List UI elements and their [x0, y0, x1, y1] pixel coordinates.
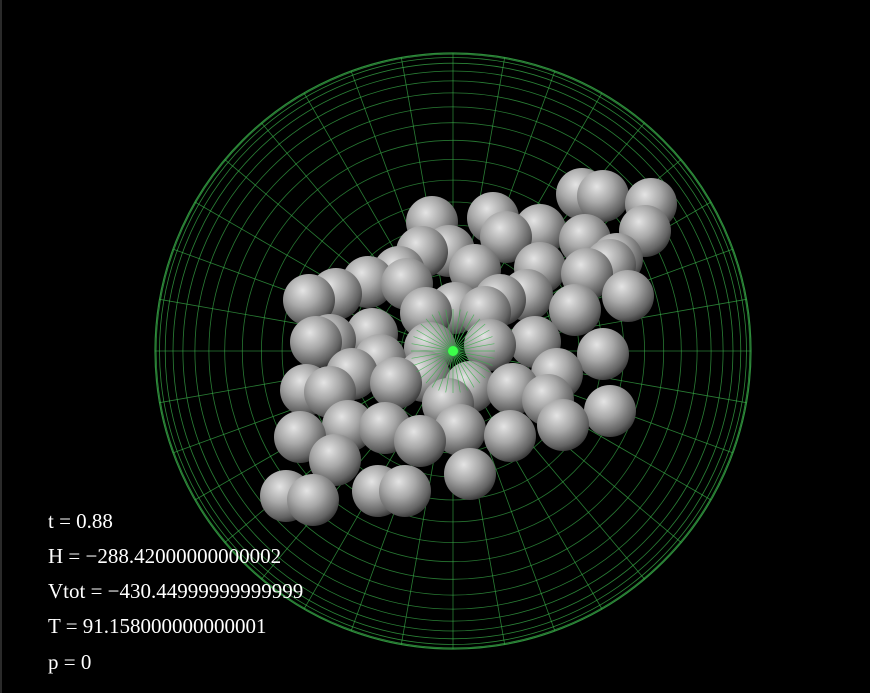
particle: [549, 284, 601, 336]
particle: [283, 274, 335, 326]
pole-line: [438, 311, 454, 352]
pole-line: [438, 350, 454, 391]
pole-line: [452, 323, 486, 352]
pole-line: [452, 350, 475, 388]
particle: [444, 448, 496, 500]
time-readout: t = 0.88: [48, 509, 113, 533]
pole-line: [452, 350, 481, 384]
pole-line: [425, 318, 454, 352]
potential-energy-readout: Vtot = −430.44999999999999: [48, 579, 304, 603]
pole-line: [425, 350, 454, 384]
particle: [584, 385, 636, 437]
particle-cluster: [260, 168, 677, 526]
pole-line: [411, 350, 454, 359]
particle: [480, 211, 532, 263]
pole-line: [445, 309, 454, 352]
particle: [434, 404, 486, 456]
center-marker: [448, 346, 458, 356]
pole-line: [452, 350, 493, 366]
pressure-readout: p = 0: [48, 650, 92, 674]
particle: [287, 474, 339, 526]
pole-line: [452, 343, 495, 352]
particle: [602, 270, 654, 322]
hamiltonian-readout: H = −288.42000000000002: [48, 544, 282, 568]
pole-line: [452, 350, 461, 393]
particle: [537, 399, 589, 451]
pole-line: [452, 311, 468, 352]
pole-line: [452, 329, 490, 352]
pole-line: [413, 350, 454, 366]
pole-line: [416, 350, 454, 373]
particle: [370, 357, 422, 409]
pole-line: [431, 350, 454, 388]
window-edge: [0, 0, 2, 693]
pole-line: [452, 350, 468, 391]
pole-line: [445, 350, 454, 393]
pole-line: [452, 350, 486, 379]
pole-line: [420, 350, 454, 379]
particle: [464, 319, 516, 371]
particle: [577, 170, 629, 222]
temperature-readout: T = 91.158000000000001: [48, 614, 267, 638]
particle: [484, 410, 536, 462]
particle: [394, 415, 446, 467]
particle: [309, 434, 361, 486]
pole-line: [420, 323, 454, 352]
pole-line: [411, 343, 454, 352]
particle: [577, 328, 629, 380]
pole-line: [452, 318, 481, 352]
particle: [290, 316, 342, 368]
pole-line: [452, 309, 461, 352]
pole-line: [452, 350, 495, 359]
pole-line: [452, 314, 475, 352]
pole-line: [452, 350, 490, 373]
particle: [379, 465, 431, 517]
center-pole-lines: [411, 309, 495, 393]
pole-line: [416, 329, 454, 352]
pole-line: [452, 336, 493, 352]
pole-line: [413, 336, 454, 352]
pole-line: [431, 314, 454, 352]
